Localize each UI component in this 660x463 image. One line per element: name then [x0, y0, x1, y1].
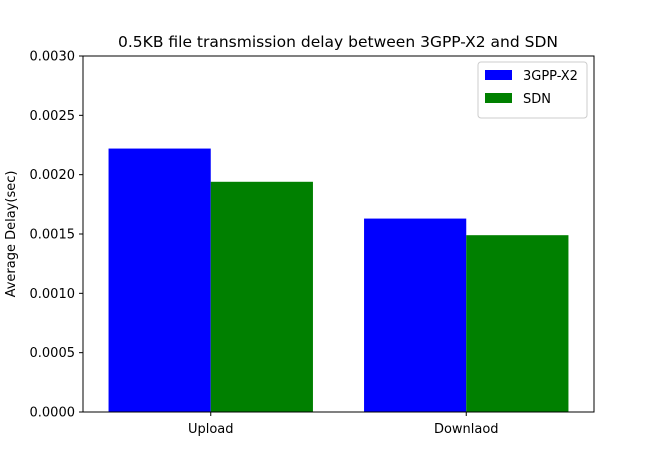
bars-group [108, 148, 569, 412]
y-tick-label: 0.0010 [30, 287, 76, 302]
chart-title: 0.5KB file transmission delay between 3G… [118, 33, 558, 51]
legend-label: 3GPP-X2 [523, 69, 578, 84]
legend: 3GPP-X2 SDN [477, 61, 588, 119]
y-tick-label: 0.0025 [30, 109, 76, 124]
bar-3gpp-x2-downlaod [364, 218, 467, 412]
y-tick-label: 0.0030 [30, 50, 76, 65]
plot-frame [82, 55, 595, 413]
y-tick-label: 0.0015 [30, 228, 76, 243]
bar-sdn-upload [210, 181, 313, 412]
legend-swatch [485, 70, 512, 80]
y-tick-label: 0.0020 [30, 168, 76, 183]
y-axis-label: Average Delay(sec) [4, 171, 19, 298]
bar-sdn-downlaod [466, 235, 569, 412]
x-ticks: Upload Downlaod [188, 412, 499, 437]
bar-3gpp-x2-upload [108, 148, 211, 412]
y-tick-label: 0.0005 [30, 346, 76, 361]
legend-label: SDN [523, 92, 551, 107]
y-tick-label: 0.0000 [30, 406, 76, 421]
y-ticks: 0.0000 0.0005 0.0010 0.0015 0.0020 0.0025 0.00… [30, 50, 83, 421]
x-tick-label: Upload [188, 422, 234, 437]
x-tick-label: Downlaod [434, 422, 499, 437]
legend-swatch [485, 93, 512, 103]
